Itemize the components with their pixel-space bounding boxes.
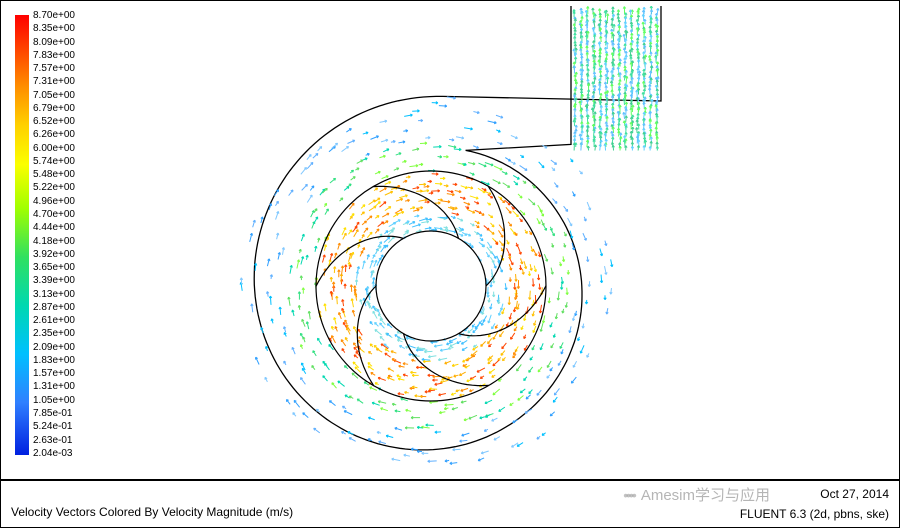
watermark: •••• Amesim学习与应用 [623, 484, 770, 505]
velocity-vector-plot [151, 6, 731, 476]
colorbar [15, 15, 29, 455]
watermark-text: Amesim学习与应用 [641, 484, 770, 505]
watermark-icon: •••• [623, 487, 635, 503]
legend-labels: 8.70e+008.35e+008.09e+007.83e+007.57e+00… [33, 11, 75, 459]
plot-title: Velocity Vectors Colored By Velocity Mag… [11, 505, 293, 519]
plot-area: 8.70e+008.35e+008.09e+007.83e+007.57e+00… [0, 0, 900, 480]
solver-label: FLUENT 6.3 (2d, pbns, ske) [740, 507, 889, 521]
date-label: Oct 27, 2014 [820, 487, 889, 501]
